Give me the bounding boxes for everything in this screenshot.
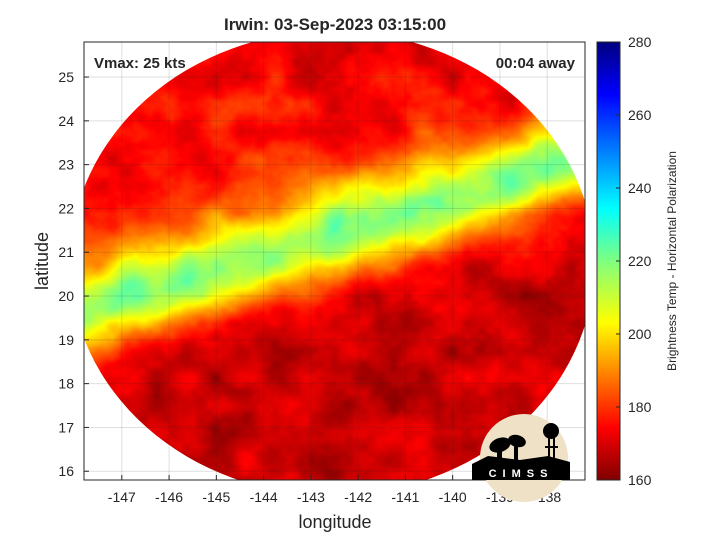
colorbar-tick-label: 280 bbox=[628, 34, 652, 50]
x-tick-label: -143 bbox=[297, 489, 325, 505]
y-tick-label: 22 bbox=[58, 200, 74, 216]
x-tick-label: -141 bbox=[391, 489, 419, 505]
y-tick-label: 25 bbox=[58, 69, 74, 85]
y-axis-label: latitude bbox=[32, 232, 52, 290]
x-tick-label: -140 bbox=[439, 489, 467, 505]
colorbar-tick-label: 200 bbox=[628, 326, 652, 342]
x-tick-label: -145 bbox=[202, 489, 230, 505]
time-away-annotation: 00:04 away bbox=[496, 55, 576, 72]
cimss-logo: CIMSS bbox=[472, 414, 570, 502]
y-tick-label: 20 bbox=[58, 288, 74, 304]
y-tick-label: 19 bbox=[58, 332, 74, 348]
colorbar-ticks: 160 180 200 220 240 260 280 bbox=[616, 34, 652, 488]
colorbar-tick-label: 260 bbox=[628, 107, 652, 123]
y-tick-label: 16 bbox=[58, 463, 74, 479]
cimss-logo-text: CIMSS bbox=[489, 468, 554, 480]
chart-title: Irwin: 03-Sep-2023 03:15:00 bbox=[224, 15, 446, 34]
y-tick-label: 23 bbox=[58, 157, 74, 173]
x-tick-label: -146 bbox=[155, 489, 183, 505]
x-tick-label: -144 bbox=[250, 489, 278, 505]
y-tick-label: 18 bbox=[58, 376, 74, 392]
y-tick-label: 21 bbox=[58, 244, 74, 260]
x-tick-label: -147 bbox=[108, 489, 136, 505]
colorbar-tick-label: 220 bbox=[628, 253, 652, 269]
x-axis-label: longitude bbox=[298, 512, 371, 532]
colorbar-label: Brightness Temp - Horizontal Polarizatio… bbox=[665, 151, 679, 371]
colorbar-tick-label: 180 bbox=[628, 399, 652, 415]
x-tick-label: -142 bbox=[344, 489, 372, 505]
axes-frame bbox=[83, 41, 586, 481]
y-axis-ticks: 16 17 18 19 20 21 22 23 24 25 bbox=[58, 69, 89, 479]
y-tick-label: 24 bbox=[58, 113, 74, 129]
colorbar-tick-label: 160 bbox=[628, 472, 652, 488]
vmax-annotation: Vmax: 25 kts bbox=[94, 55, 186, 72]
colorbar-tick-label: 240 bbox=[628, 180, 652, 196]
y-tick-label: 17 bbox=[58, 419, 74, 435]
brightness-temp-swath bbox=[84, 42, 585, 480]
